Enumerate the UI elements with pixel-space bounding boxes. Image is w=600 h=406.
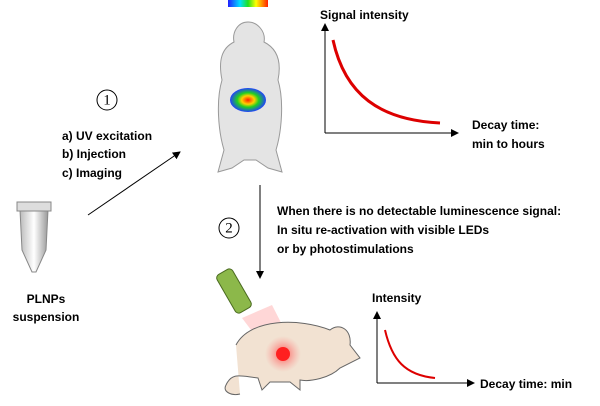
step-number: 1 — [103, 92, 111, 108]
step-circle — [218, 217, 240, 239]
step-text: b) Injection — [62, 147, 126, 161]
layout — [16, 0, 475, 395]
step-text: or by photostimulations — [277, 242, 414, 256]
step-text: c) Imaging — [62, 166, 122, 180]
led — [216, 268, 252, 314]
step-text: a) UV excitation — [62, 129, 152, 143]
arrow — [87, 151, 181, 216]
step-text: In situ re-activation with visible LEDs — [277, 223, 489, 237]
step-text: When there is no detectable luminescence… — [277, 204, 561, 218]
y-axis-label: Signal intensity — [320, 8, 409, 22]
luminescence-spot — [276, 347, 290, 361]
x-axis-label: min to hours — [472, 137, 545, 151]
step-circle — [96, 89, 118, 111]
tube — [19, 209, 49, 273]
x-axis-label: Decay time: min — [480, 377, 572, 391]
color-scale — [228, 0, 268, 7]
sample-label: suspension — [13, 310, 80, 324]
y-axis-label: Intensity — [372, 291, 422, 305]
decay-curve — [331, 39, 441, 125]
decay-curve — [384, 329, 436, 379]
sample-label: PLNPs — [27, 292, 66, 306]
step-number: 2 — [225, 220, 233, 236]
x-axis-label: Decay time: — [472, 118, 539, 132]
luminescence-spot — [230, 88, 266, 112]
tube-cap — [16, 201, 52, 212]
